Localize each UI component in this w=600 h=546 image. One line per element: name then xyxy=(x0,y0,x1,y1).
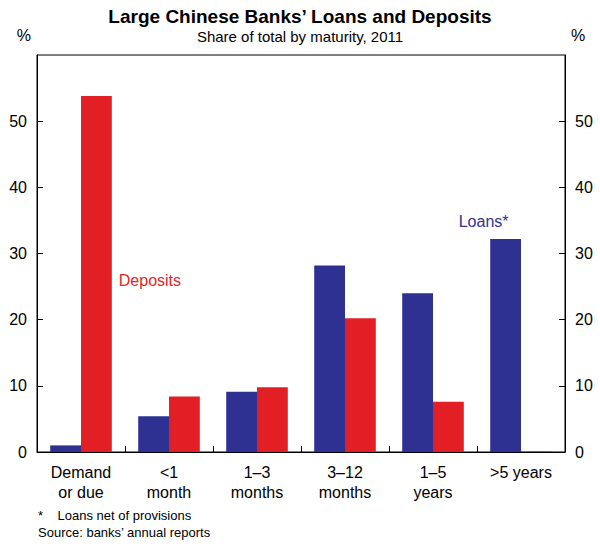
svg-text:months: months xyxy=(319,484,371,501)
svg-text:%: % xyxy=(571,27,585,44)
svg-text:Source: banks’ annual reports: Source: banks’ annual reports xyxy=(38,525,211,540)
svg-text:10: 10 xyxy=(575,377,593,394)
svg-text:20: 20 xyxy=(9,311,27,328)
svg-text:years: years xyxy=(413,484,452,501)
svg-text:Share of total by maturity, 20: Share of total by maturity, 2011 xyxy=(197,28,403,45)
svg-text:Large Chinese Banks’ Loans and: Large Chinese Banks’ Loans and Deposits xyxy=(108,6,491,27)
svg-text:months: months xyxy=(231,484,283,501)
svg-text:20: 20 xyxy=(575,311,593,328)
svg-text:1–5: 1–5 xyxy=(420,464,447,481)
svg-text:* Loans net of provisions: * Loans net of provisions xyxy=(38,508,192,523)
svg-text:or due: or due xyxy=(58,484,103,501)
svg-text:Loans*: Loans* xyxy=(459,213,509,230)
svg-text:50: 50 xyxy=(575,113,593,130)
svg-text:10: 10 xyxy=(9,377,27,394)
svg-text:30: 30 xyxy=(575,245,593,262)
svg-text:1–3: 1–3 xyxy=(244,464,271,481)
svg-text:40: 40 xyxy=(9,179,27,196)
svg-text:month: month xyxy=(147,484,191,501)
svg-text:<1: <1 xyxy=(160,464,178,481)
svg-text:Demand: Demand xyxy=(51,464,111,481)
svg-text:Deposits: Deposits xyxy=(119,272,181,289)
svg-text:>5 years: >5 years xyxy=(490,464,552,481)
svg-text:50: 50 xyxy=(9,113,27,130)
svg-text:0: 0 xyxy=(575,444,584,461)
svg-text:40: 40 xyxy=(575,179,593,196)
svg-text:30: 30 xyxy=(9,245,27,262)
svg-text:%: % xyxy=(17,27,31,44)
svg-text:3–12: 3–12 xyxy=(327,464,363,481)
svg-text:0: 0 xyxy=(18,444,27,461)
